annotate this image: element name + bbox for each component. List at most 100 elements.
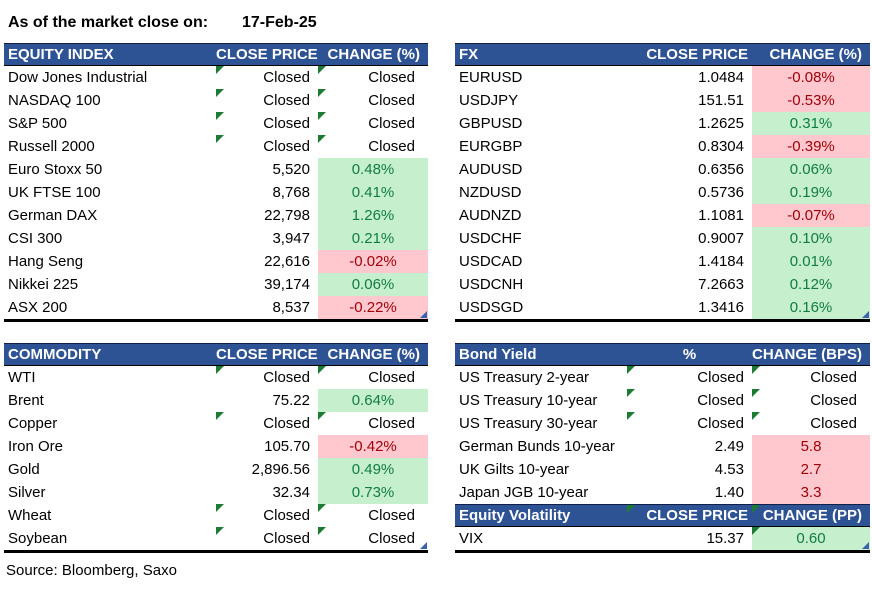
close-price-cell: 75.22 bbox=[272, 392, 310, 409]
error-flag-icon bbox=[318, 89, 326, 97]
as-of-label: As of the market close on: bbox=[8, 14, 209, 31]
change-cell: 1.26% bbox=[318, 204, 428, 227]
instrument-name-cell: CSI 300 bbox=[8, 230, 63, 247]
instrument-name-cell: GBPUSD bbox=[459, 115, 523, 132]
table-row: AUDUSD 0.6356 0.06% bbox=[455, 158, 870, 181]
error-flag-icon bbox=[627, 366, 635, 374]
table-corner-icon bbox=[862, 542, 869, 549]
column-header-equity-index: EQUITY INDEX bbox=[8, 46, 114, 63]
instrument-name-cell: UK Gilts 10-year bbox=[459, 461, 570, 478]
table-row: US Treasury 2-year Closed Closed bbox=[455, 366, 870, 389]
close-price-cell: 1.40 bbox=[714, 484, 744, 501]
change-cell: 2.7 bbox=[752, 458, 870, 481]
instrument-name-cell: NZDUSD bbox=[459, 184, 522, 201]
instrument-name-cell: US Treasury 10-year bbox=[459, 392, 598, 409]
change-cell: -0.39% bbox=[752, 135, 870, 158]
instrument-name-cell: Brent bbox=[8, 392, 44, 409]
instrument-name-cell: USDJPY bbox=[459, 92, 519, 109]
change-cell: Closed bbox=[318, 527, 428, 550]
error-flag-icon bbox=[216, 66, 224, 74]
close-price-cell: 8,768 bbox=[272, 184, 310, 201]
change-cell: 0.60 bbox=[752, 527, 870, 550]
column-header-change-pct: CHANGE (%) bbox=[327, 46, 421, 63]
error-flag-icon bbox=[216, 504, 224, 512]
table-row: Iron Ore 105.70 -0.42% bbox=[4, 435, 428, 458]
instrument-name-cell: NASDAQ 100 bbox=[8, 92, 101, 109]
instrument-name-cell: Wheat bbox=[8, 507, 52, 524]
table-row: US Treasury 10-year Closed Closed bbox=[455, 389, 870, 412]
change-cell: Closed bbox=[318, 112, 428, 135]
equity-index-header-row: EQUITY INDEX CLOSE PRICE CHANGE (%) bbox=[4, 43, 428, 66]
table-row: Brent 75.22 0.64% bbox=[4, 389, 428, 412]
table-row: Wheat Closed Closed bbox=[4, 504, 428, 527]
instrument-name-cell: Silver bbox=[8, 484, 46, 501]
change-cell: 0.10% bbox=[752, 227, 870, 250]
close-price-cell: Closed bbox=[216, 89, 318, 112]
fx-table: FX CLOSE PRICE CHANGE (%) EURUSD 1.0484 -0… bbox=[455, 43, 870, 322]
change-cell: Closed bbox=[752, 412, 870, 435]
change-cell: -0.02% bbox=[318, 250, 428, 273]
equity-volatility-header-row: Equity Volatility CLOSE PRICE CHANGE (PP… bbox=[455, 504, 870, 527]
table-row: German DAX 22,798 1.26% bbox=[4, 204, 428, 227]
close-price-cell: Closed bbox=[216, 527, 318, 550]
instrument-name-cell: WTI bbox=[8, 369, 36, 386]
change-cell: 0.49% bbox=[318, 458, 428, 481]
close-price-cell: 32.34 bbox=[272, 484, 310, 501]
error-flag-icon bbox=[318, 504, 326, 512]
change-cell: Closed bbox=[318, 412, 428, 435]
instrument-name-cell: Copper bbox=[8, 415, 58, 432]
instrument-name-cell: Iron Ore bbox=[8, 438, 64, 455]
close-price-cell: 105.70 bbox=[264, 438, 310, 455]
column-header-close-price: CLOSE PRICE bbox=[627, 505, 752, 526]
close-price-cell: 22,616 bbox=[264, 253, 310, 270]
table-row: CSI 300 3,947 0.21% bbox=[4, 227, 428, 250]
column-header-commodity: COMMODITY bbox=[8, 346, 102, 363]
close-price-cell: 7.2663 bbox=[698, 276, 744, 293]
change-cell: Closed bbox=[318, 366, 428, 389]
change-cell: 0.16% bbox=[752, 296, 870, 319]
change-cell: 0.06% bbox=[752, 158, 870, 181]
close-price-cell: 4.53 bbox=[714, 461, 744, 478]
instrument-name-cell: US Treasury 2-year bbox=[459, 369, 590, 386]
table-corner-icon bbox=[420, 542, 427, 549]
column-header-change-pp: CHANGE (PP) bbox=[752, 505, 870, 526]
table-row: NASDAQ 100 Closed Closed bbox=[4, 89, 428, 112]
error-flag-icon bbox=[627, 505, 635, 513]
change-cell: -0.42% bbox=[318, 435, 428, 458]
close-price-cell: 0.6356 bbox=[698, 161, 744, 178]
change-cell: Closed bbox=[318, 89, 428, 112]
error-flag-icon bbox=[752, 527, 760, 535]
change-cell: Closed bbox=[752, 389, 870, 412]
column-header-percent: % bbox=[682, 346, 697, 363]
close-price-cell: 0.9007 bbox=[698, 230, 744, 247]
error-flag-icon bbox=[318, 412, 326, 420]
error-flag-icon bbox=[318, 66, 326, 74]
table-row: Euro Stoxx 50 5,520 0.48% bbox=[4, 158, 428, 181]
close-price-cell: 8,537 bbox=[272, 299, 310, 316]
change-cell: -0.53% bbox=[752, 89, 870, 112]
table-row: NZDUSD 0.5736 0.19% bbox=[455, 181, 870, 204]
close-price-cell: 1.2625 bbox=[698, 115, 744, 132]
close-price-cell: 3,947 bbox=[272, 230, 310, 247]
change-cell: Closed bbox=[318, 504, 428, 527]
instrument-name-cell: AUDUSD bbox=[459, 161, 523, 178]
table-corner-icon bbox=[420, 311, 427, 318]
error-flag-icon bbox=[752, 366, 760, 374]
change-cell: 0.41% bbox=[318, 181, 428, 204]
table-row: USDSGD 1.3416 0.16% bbox=[455, 296, 870, 319]
change-cell: 5.8 bbox=[752, 435, 870, 458]
column-header-close-price: CLOSE PRICE bbox=[216, 46, 318, 63]
instrument-name-cell: Japan JGB 10-year bbox=[459, 484, 589, 501]
table-row: ASX 200 8,537 -0.22% bbox=[4, 296, 428, 319]
instrument-name-cell: EURGBP bbox=[459, 138, 523, 155]
error-flag-icon bbox=[318, 112, 326, 120]
equity-volatility-table: Equity Volatility CLOSE PRICE CHANGE (PP… bbox=[455, 504, 870, 553]
instrument-name-cell: Soybean bbox=[8, 530, 68, 547]
change-cell: Closed bbox=[318, 135, 428, 158]
instrument-name-cell: Dow Jones Industrial bbox=[8, 69, 148, 86]
instrument-name-cell: USDSGD bbox=[459, 299, 524, 316]
table-row: USDCNH 7.2663 0.12% bbox=[455, 273, 870, 296]
change-cell: 0.31% bbox=[752, 112, 870, 135]
instrument-name-cell: VIX bbox=[459, 530, 484, 547]
